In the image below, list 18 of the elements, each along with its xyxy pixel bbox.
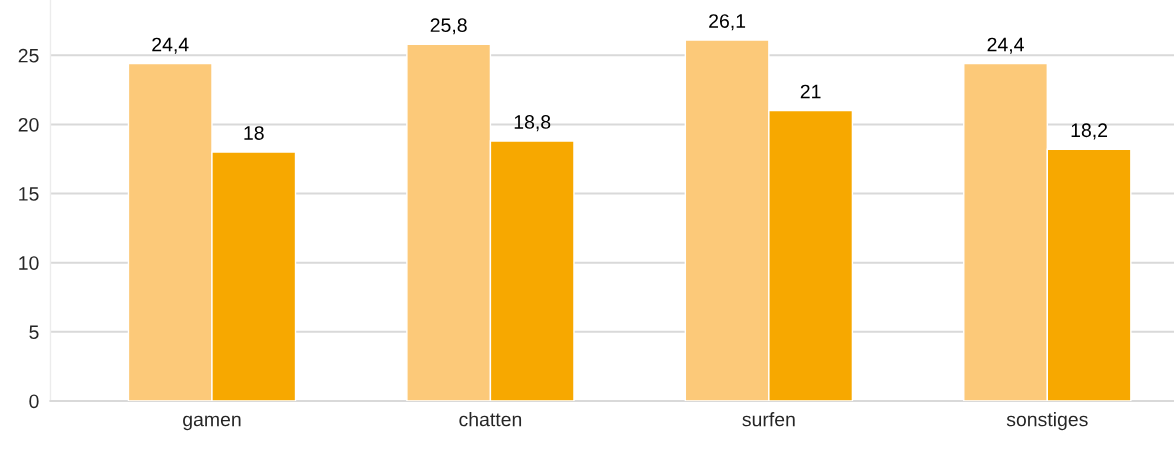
data-label: 21: [800, 84, 821, 99]
data-label: 26,1: [709, 14, 746, 31]
data-label: 24,4: [152, 37, 189, 54]
data-label: 18,8: [514, 115, 551, 132]
data-label: 18,2: [1071, 123, 1108, 140]
y-tick-label: 20: [18, 117, 39, 132]
x-tick-label: surfen: [742, 412, 795, 427]
data-label: 25,8: [430, 18, 467, 35]
data-label: 24,4: [987, 37, 1024, 54]
y-tick-label: 10: [19, 256, 39, 270]
y-tick-label: 0: [29, 394, 39, 409]
data-label: 18: [244, 126, 264, 140]
y-tick-label: 15: [19, 187, 39, 201]
x-tick-label: sonstiges: [1006, 412, 1088, 431]
x-tick-label: chatten: [459, 412, 522, 427]
x-tick-label: gamen: [183, 415, 241, 431]
y-tick-label: 25: [18, 48, 39, 63]
y-tick-label: 5: [29, 325, 39, 340]
